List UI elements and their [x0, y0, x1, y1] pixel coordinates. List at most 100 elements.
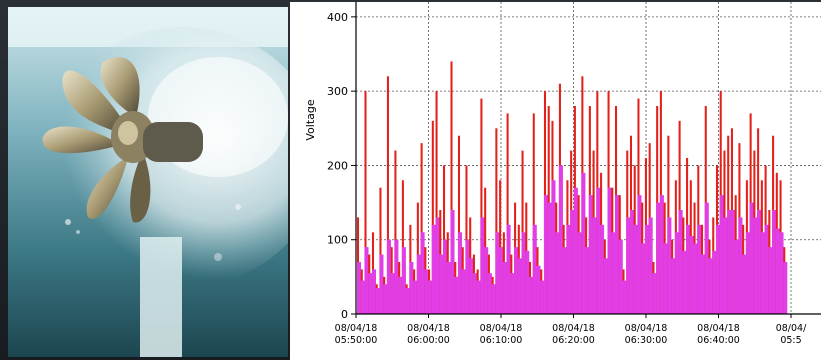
peak-bar: [521, 150, 524, 314]
average-bar: [375, 288, 380, 314]
average-bar: [386, 239, 391, 314]
average-bar: [585, 247, 590, 314]
average-bar: [693, 243, 698, 314]
peak-bar: [394, 150, 397, 314]
average-bar: [745, 232, 750, 314]
peak-bar: [457, 135, 461, 314]
average-bar: [484, 247, 489, 314]
peak-bar: [420, 143, 423, 314]
average-bar: [480, 217, 485, 314]
x-tick-time: 05:5: [780, 335, 801, 346]
voltage-chart-panel: 0 100 200 300 400 08/04/18 05:50:00 08/04/18 06…: [290, 2, 821, 360]
average-bar: [768, 247, 773, 314]
average-bar: [435, 217, 440, 314]
average-bar: [446, 262, 451, 314]
average-bar: [562, 247, 567, 314]
peak-bar: [364, 91, 367, 315]
average-bar: [543, 195, 548, 314]
average-bar: [398, 276, 403, 314]
average-bar: [719, 195, 724, 314]
average-bar: [532, 224, 537, 314]
average-bar: [536, 265, 541, 314]
average-bar: [588, 195, 593, 314]
average-bar: [652, 273, 657, 314]
average-bar: [764, 224, 769, 314]
average-bar: [671, 258, 676, 314]
average-bar: [555, 232, 560, 314]
x-tick-time: 06:10:00: [480, 335, 523, 346]
average-bar: [772, 210, 777, 314]
average-bar: [600, 224, 605, 314]
average-bar: [413, 280, 418, 314]
x-tick-time: 06:00:00: [407, 335, 450, 346]
average-bar: [581, 172, 586, 314]
turbine-photo-image: [8, 7, 288, 357]
x-tick-date: 08/04/18: [697, 323, 740, 334]
x-tick-date: 08/04/18: [335, 323, 378, 334]
average-bar: [570, 210, 575, 314]
average-bar: [603, 258, 608, 314]
average-bar: [383, 284, 388, 314]
average-bar: [760, 232, 765, 314]
average-bar: [715, 224, 720, 314]
average-bar: [618, 239, 623, 314]
peak-bar: [495, 128, 498, 314]
peak-bar: [435, 91, 438, 315]
average-bar: [476, 280, 481, 314]
average-bar: [596, 187, 601, 314]
x-tick-time: 05:50:00: [335, 335, 378, 346]
axes: [355, 2, 821, 315]
average-bar: [469, 258, 474, 314]
tower-mast: [140, 237, 182, 357]
average-bar: [607, 187, 612, 314]
x-tick-date: 08/04/18: [407, 323, 450, 334]
y-tick-label: 100: [327, 234, 348, 247]
average-bar: [730, 210, 735, 314]
average-bar: [622, 280, 627, 314]
average-bar: [558, 165, 563, 314]
average-bar: [723, 217, 728, 314]
average-bar: [529, 276, 534, 314]
x-tick-date: 08/04/: [776, 323, 807, 334]
average-bar: [517, 258, 522, 314]
x-tick-date: 08/04/18: [552, 323, 595, 334]
average-bar: [626, 217, 631, 314]
average-bar: [521, 232, 526, 314]
average-bar: [573, 187, 578, 314]
peak-bar: [379, 187, 382, 314]
average-bar: [783, 262, 788, 314]
average-bar: [506, 224, 511, 314]
average-bar: [525, 250, 530, 314]
average-bar: [368, 273, 373, 314]
average-bar: [357, 262, 362, 314]
average-bar: [615, 195, 620, 314]
average-bar: [629, 210, 634, 314]
average-bar: [431, 224, 436, 314]
peak-bar: [450, 61, 453, 314]
average-bar: [753, 217, 758, 314]
x-tick-date: 08/04/18: [625, 323, 668, 334]
average-bar: [551, 180, 556, 314]
average-bar: [495, 232, 500, 314]
x-tick-time: 06:40:00: [697, 335, 740, 346]
average-bar: [633, 224, 638, 314]
y-axis-label: Voltage: [304, 99, 317, 140]
average-bar: [708, 258, 713, 314]
average-bar: [502, 262, 507, 314]
average-bar: [697, 224, 702, 314]
average-bar: [682, 250, 687, 314]
average-bar: [394, 239, 399, 314]
peak-bar: [532, 113, 535, 314]
average-bar: [364, 247, 369, 314]
average-bar: [540, 280, 545, 314]
average-bar: [648, 217, 653, 314]
x-tick-labels: 08/04/1805:50:0008/04/1806:00:0008/04/18…: [335, 314, 807, 346]
average-bar: [450, 210, 455, 314]
average-bar: [592, 217, 597, 314]
average-bar: [701, 254, 706, 314]
x-tick-time: 06:30:00: [625, 335, 668, 346]
average-bar: [637, 195, 642, 314]
y-tick-label: 0: [341, 308, 348, 321]
average-bar: [656, 202, 661, 314]
